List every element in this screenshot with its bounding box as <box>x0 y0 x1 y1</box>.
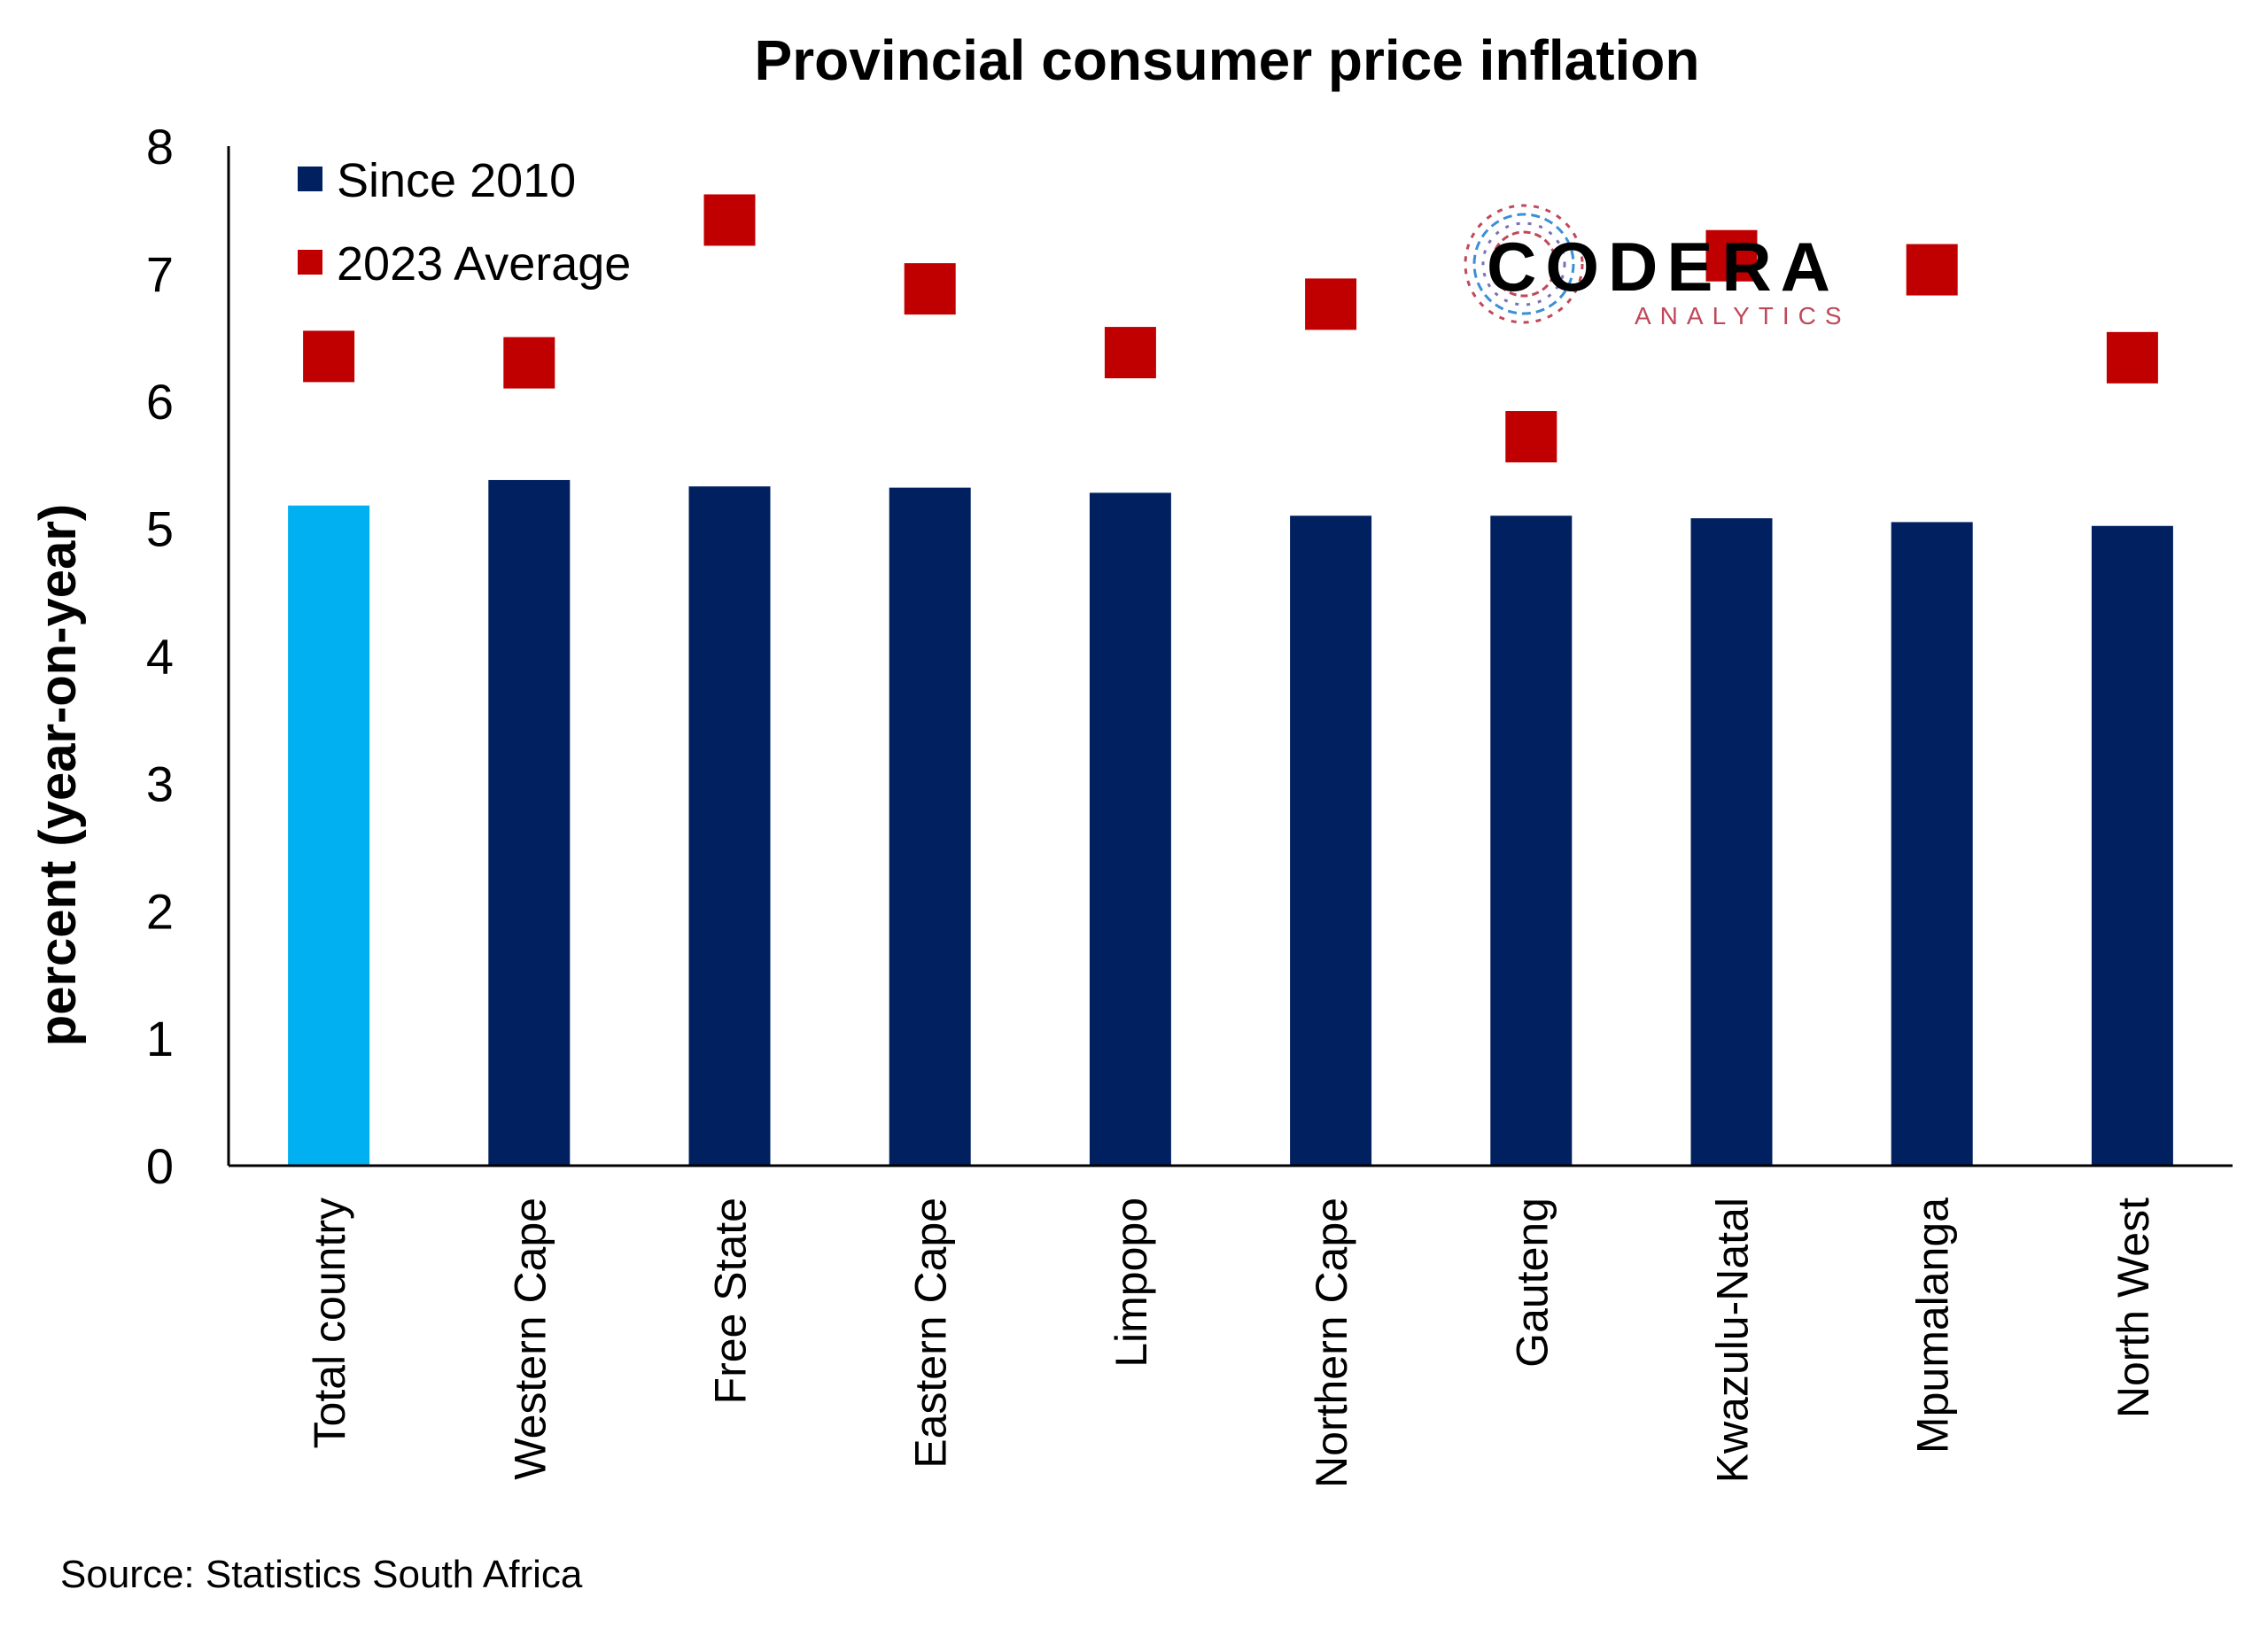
bar-since-2010 <box>1490 516 1573 1166</box>
x-category-label: Kwazulu-Natal <box>1708 1198 1758 1483</box>
marker-2023-average <box>703 194 756 246</box>
marker-2023-average <box>1906 244 1958 296</box>
x-category-label: Free State <box>706 1198 756 1404</box>
bar-since-2010 <box>889 487 971 1166</box>
x-category-label: Gauteng <box>1507 1198 1557 1368</box>
bar-since-2010 <box>288 505 370 1166</box>
y-tick-label: 3 <box>146 756 174 811</box>
marker-2023-average <box>2106 331 2158 384</box>
x-category-label: Limpopo <box>1107 1198 1156 1368</box>
y-tick-label: 6 <box>146 374 174 430</box>
chart-title: Provincial consumer price inflation <box>755 28 1700 92</box>
x-category-label: Mpumalanga <box>1908 1198 1958 1454</box>
y-tick-label: 7 <box>146 246 174 302</box>
logo-text: CODERA <box>1487 228 1839 306</box>
x-category-label: North West <box>2109 1198 2158 1418</box>
y-tick-label: 1 <box>146 1011 174 1066</box>
bar-since-2010 <box>1891 522 1973 1166</box>
bar-series <box>288 479 2173 1166</box>
legend-label-since-2010: Since 2010 <box>337 154 576 207</box>
logo-ring-icon <box>1464 204 1584 324</box>
x-category-label: Total country <box>305 1198 354 1448</box>
marker-2023-average <box>1505 411 1557 463</box>
bar-since-2010 <box>2091 525 2173 1166</box>
legend-label-2023-average: 2023 Average <box>337 237 631 291</box>
bar-since-2010 <box>488 479 571 1166</box>
bar-since-2010 <box>688 486 771 1166</box>
y-tick-label: 0 <box>146 1138 174 1194</box>
x-category-label: Northern Cape <box>1307 1198 1356 1488</box>
legend-swatch-since-2010 <box>298 167 322 191</box>
x-category-label: Western Cape <box>505 1198 555 1480</box>
codera-logo: CODERA ANALYTICS <box>1464 204 1851 330</box>
y-tick-label: 8 <box>146 119 174 174</box>
bar-since-2010 <box>1089 492 1171 1166</box>
marker-2023-average <box>1305 278 1357 330</box>
source-note: Source: Statistics South Africa <box>60 1553 583 1596</box>
legend-swatch-2023-average <box>298 250 322 275</box>
y-tick-label: 2 <box>146 883 174 939</box>
x-category-labels: Total country Western Cape Free State Easte… <box>305 1198 2158 1488</box>
marker-2023-average <box>904 263 956 315</box>
y-tick-label: 5 <box>146 501 174 557</box>
legend: Since 2010 2023 Average <box>298 154 631 291</box>
marker-2023-average <box>503 337 555 389</box>
logo-subtext: ANALYTICS <box>1635 302 1851 330</box>
marker-2023-average <box>1104 327 1156 379</box>
x-category-label: Eastern Cape <box>906 1198 956 1469</box>
y-tick-label: 4 <box>146 629 174 685</box>
bar-since-2010 <box>1290 516 1372 1166</box>
marker-2023-average <box>1705 229 1758 282</box>
marker-series <box>303 194 2158 463</box>
bar-since-2010 <box>1690 518 1773 1166</box>
marker-2023-average <box>303 330 355 383</box>
y-tick-labels: 0 1 2 3 4 5 6 7 8 <box>146 119 174 1194</box>
axes <box>227 146 2233 1167</box>
y-axis-label: percent (year-on-year) <box>29 504 87 1046</box>
